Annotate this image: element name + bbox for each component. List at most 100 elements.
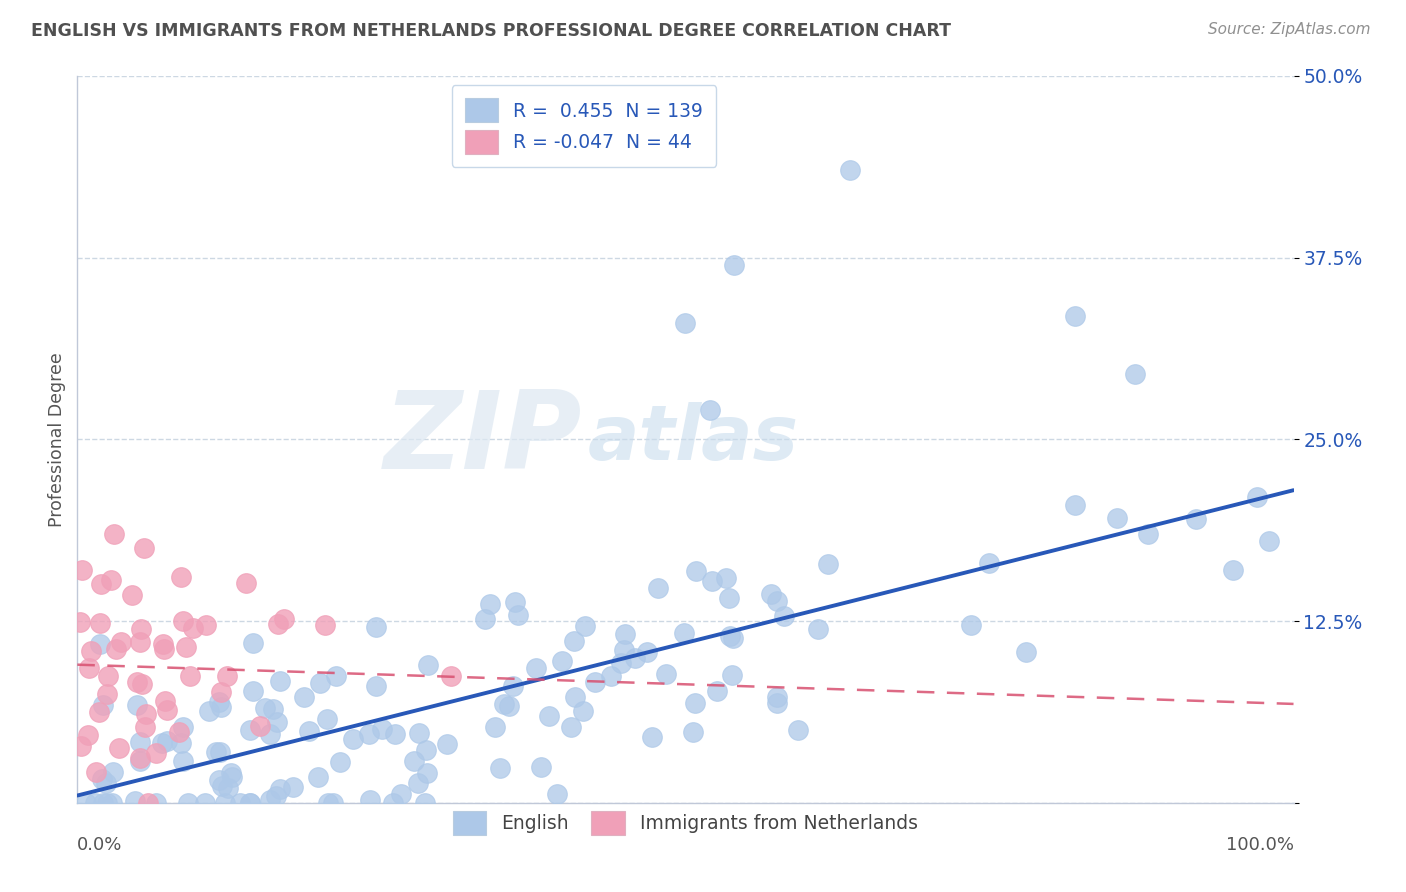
- Point: [654, 667, 676, 681]
- Point: [489, 761, 512, 775]
- Text: Source: ZipAtlas.com: Source: ZipAtlas.com: [1208, 22, 1371, 37]
- Point: [389, 787, 412, 801]
- Point: [560, 720, 582, 734]
- Point: [259, 793, 281, 807]
- Point: [551, 655, 574, 669]
- Point: [89, 616, 111, 631]
- Point: [84, 764, 107, 779]
- Point: [370, 722, 392, 736]
- Point: [131, 677, 153, 691]
- Point: [209, 684, 232, 698]
- Point: [172, 614, 194, 628]
- Point: [807, 622, 830, 636]
- Point: [239, 723, 262, 737]
- Point: [69, 615, 91, 629]
- Point: [765, 593, 787, 607]
- Point: [675, 316, 697, 330]
- Point: [1246, 491, 1268, 505]
- Point: [174, 640, 197, 655]
- Point: [613, 643, 636, 657]
- Point: [70, 739, 93, 753]
- Point: [208, 773, 231, 788]
- Point: [699, 403, 721, 417]
- Point: [221, 765, 243, 780]
- Point: [636, 645, 658, 659]
- Point: [502, 679, 524, 693]
- Legend: English, Immigrants from Netherlands: English, Immigrants from Netherlands: [440, 797, 931, 848]
- Point: [416, 658, 439, 673]
- Point: [416, 765, 439, 780]
- Point: [209, 700, 232, 714]
- Point: [721, 632, 744, 646]
- Point: [787, 723, 810, 738]
- Point: [364, 619, 387, 633]
- Point: [179, 668, 201, 682]
- Point: [253, 701, 276, 715]
- Point: [204, 745, 226, 759]
- Point: [156, 734, 179, 748]
- Point: [307, 770, 329, 784]
- Point: [172, 754, 194, 768]
- Point: [316, 712, 339, 726]
- Point: [239, 796, 262, 810]
- Point: [721, 668, 744, 682]
- Point: [1185, 512, 1208, 526]
- Point: [152, 736, 174, 750]
- Point: [183, 621, 205, 635]
- Point: [316, 796, 339, 810]
- Point: [503, 595, 526, 609]
- Point: [108, 741, 131, 756]
- Point: [766, 696, 789, 710]
- Point: [366, 679, 388, 693]
- Point: [262, 702, 284, 716]
- Point: [135, 706, 157, 721]
- Point: [1015, 645, 1038, 659]
- Point: [239, 796, 262, 810]
- Point: [683, 696, 706, 710]
- Point: [242, 684, 264, 698]
- Point: [359, 793, 381, 807]
- Point: [177, 796, 200, 810]
- Point: [91, 796, 114, 810]
- Point: [153, 694, 176, 708]
- Point: [101, 796, 124, 810]
- Point: [156, 703, 179, 717]
- Text: atlas: atlas: [588, 402, 799, 476]
- Point: [583, 675, 606, 690]
- Point: [537, 709, 560, 723]
- Point: [624, 650, 647, 665]
- Point: [97, 669, 120, 683]
- Point: [440, 668, 463, 682]
- Point: [170, 736, 193, 750]
- Point: [716, 571, 738, 585]
- Point: [436, 738, 458, 752]
- Point: [685, 564, 707, 578]
- Point: [214, 796, 236, 810]
- Point: [94, 776, 117, 790]
- Point: [209, 745, 232, 759]
- Point: [221, 770, 243, 784]
- Point: [413, 796, 436, 810]
- Point: [1136, 526, 1159, 541]
- Point: [195, 618, 218, 632]
- Point: [838, 163, 860, 178]
- Point: [217, 780, 239, 795]
- Point: [1258, 534, 1281, 549]
- Text: ZIP: ZIP: [384, 386, 582, 492]
- Point: [773, 609, 796, 624]
- Point: [498, 698, 520, 713]
- Point: [1063, 498, 1085, 512]
- Point: [96, 796, 118, 810]
- Point: [759, 587, 782, 601]
- Point: [128, 751, 150, 765]
- Point: [572, 704, 595, 718]
- Point: [269, 673, 291, 688]
- Point: [128, 735, 150, 749]
- Point: [70, 563, 93, 577]
- Point: [152, 637, 174, 651]
- Point: [121, 588, 143, 602]
- Text: 100.0%: 100.0%: [1226, 836, 1294, 854]
- Point: [211, 779, 233, 793]
- Point: [172, 720, 194, 734]
- Point: [145, 747, 167, 761]
